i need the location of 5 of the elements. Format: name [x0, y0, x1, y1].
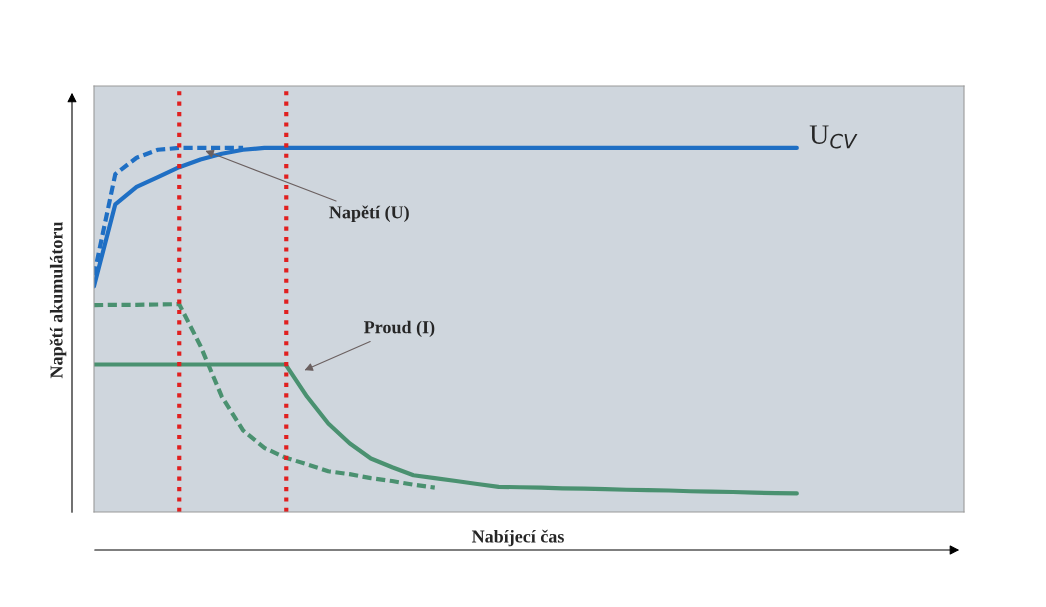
x-axis-title: Nabíjecí čas — [471, 529, 564, 547]
annotation: Napětí (U) — [329, 205, 409, 223]
annotation: Proud (I) — [364, 320, 435, 338]
annotation: U$_{CV}$ — [809, 125, 858, 149]
y-axis-title: Napětí akumulátoru — [49, 221, 67, 379]
